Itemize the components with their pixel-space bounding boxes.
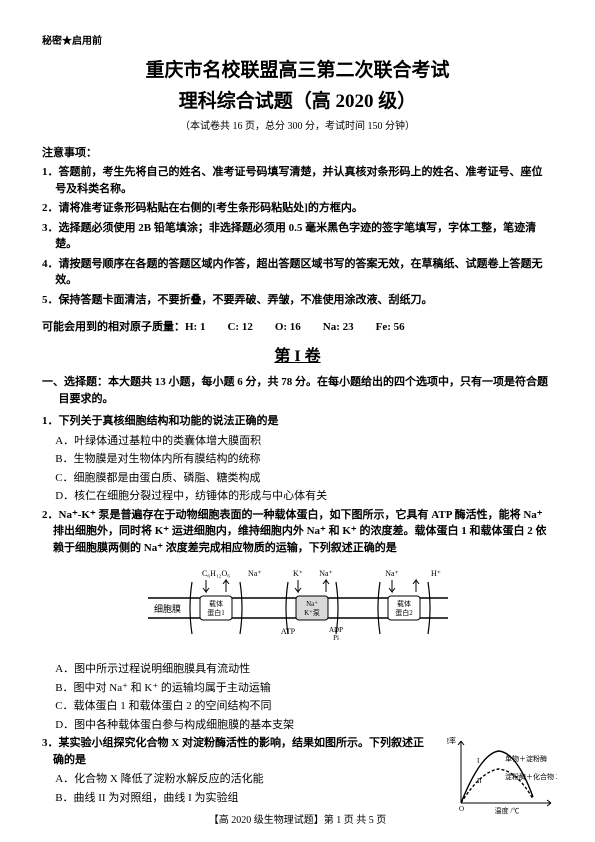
q1-option: B．生物膜是对生物体内所有膜结构的统称 <box>42 451 553 468</box>
title-sub: 理科综合试题（高 2020 级） <box>42 86 553 113</box>
q2-option: A．图中所示过程说明细胞膜具有流动性 <box>42 661 553 678</box>
secret-label: 秘密★启用前 <box>42 32 553 47</box>
legend1: 单物＋淀粉酶 <box>505 754 547 763</box>
q2-option: C．载体蛋白 1 和载体蛋白 2 的空间结构不同 <box>42 698 553 715</box>
atomic-masses: 可能会用到的相对原子质量：H: 1 C: 12 O: 16 Na: 23 Fe:… <box>42 318 553 334</box>
notice-heading: 注意事项： <box>42 144 553 160</box>
rate-chart: 酶促反应速率 温度 /℃ 单物＋淀粉酶 淀粉酶＋化合物 X I II O <box>447 735 557 815</box>
q1-stem: 1．下列关于真核细胞结构和功能的说法正确的是 <box>42 413 553 430</box>
title-main: 重庆市名校联盟高三第二次联合考试 <box>42 55 553 82</box>
notice-item: 3．选择题必须使用 2B 铅笔填涂；非选择题必须用 0.5 毫米黑色字迹的签字笔… <box>42 220 553 253</box>
q2-option: B．图中对 Na⁺ 和 K⁺ 的运输均属于主动运输 <box>42 680 553 697</box>
legend2: 淀粉酶＋化合物 X <box>505 772 557 781</box>
glucose-label: C₆H₁₂O₆ <box>201 569 229 578</box>
carrier1-label2: 蛋白1 <box>207 608 225 617</box>
na-out1: Na⁺ <box>248 569 262 578</box>
q1-option: D．核仁在细胞分裂过程中，纺锤体的形成与中心体有关 <box>42 488 553 505</box>
notice-item: 4．请按题号顺序在各题的答题区域内作答，超出答题区域书写的答案无效，在草稿纸、试… <box>42 256 553 289</box>
q3-block: 3．某实验小组探究化合物 X 对淀粉酶活性的影响，结果如图所示。下列叙述正确的是… <box>42 735 553 806</box>
curve2-label: II <box>477 777 482 785</box>
na-label: Na⁺ <box>319 569 333 578</box>
volume-heading: 第 I 卷 <box>42 342 553 366</box>
carrier1-label: 载体 <box>209 599 223 608</box>
notice-item: 2．请将准考证条形码粘贴在右侧的[考生条形码粘贴处]的方框内。 <box>42 200 553 217</box>
exam-meta: （本试卷共 16 页，总分 300 分，考试时间 150 分钟） <box>42 117 553 132</box>
notice-item: 5．保持答题卡面清洁，不要折叠，不要弄破、弄皱，不准使用涂改液、刮纸刀。 <box>42 292 553 309</box>
k-label: K⁺ <box>293 569 303 578</box>
h-label: H⁺ <box>431 569 441 578</box>
diagram-svg: 细胞膜 载体 蛋白1 C₆H₁₂O₆ Na⁺ Na⁺ K⁺泵 K⁺ Na⁺ AT… <box>148 562 448 652</box>
q1-option: A．叶绿体通过基粒中的类囊体增大膜面积 <box>42 433 553 450</box>
adp-label1: ADP <box>328 626 342 634</box>
pump-label1: Na⁺ <box>306 600 318 608</box>
q2-stem: 2．Na⁺-K⁺ 泵是普遍存在于动物细胞表面的一种载体蛋白，如下图所示，它具有 … <box>42 507 553 557</box>
notice-item: 1．答题前，考生先将自己的姓名、准考证号码填写清楚，并认真核对条形码上的姓名、准… <box>42 164 553 197</box>
page-footer: 【高 2020 级生物理试题】第 1 页 共 5 页 <box>0 811 595 826</box>
section-heading: 一、选择题：本大题共 13 小题，每小题 6 分，共 78 分。在每小题给出的四… <box>42 374 553 407</box>
na-out2: Na⁺ <box>385 569 399 578</box>
membrane-diagram: 细胞膜 载体 蛋白1 C₆H₁₂O₆ Na⁺ Na⁺ K⁺泵 K⁺ Na⁺ AT… <box>42 562 553 655</box>
q1-option: C．细胞膜都是由蛋白质、磷脂、糖类构成 <box>42 470 553 487</box>
membrane-label: 细胞膜 <box>154 603 181 614</box>
carrier2-label2: 蛋白2 <box>395 608 413 617</box>
atp-label: ATP <box>280 627 295 636</box>
q2-option: D．图中各种载体蛋白参与构成细胞膜的基本支架 <box>42 717 553 734</box>
pump-label2: K⁺泵 <box>304 609 320 617</box>
carrier2-label1: 载体 <box>397 599 411 608</box>
curve1-label: I <box>477 757 480 765</box>
adp-label2: Pi <box>333 634 339 642</box>
ylabel: 酶促反应速率 <box>447 736 456 745</box>
